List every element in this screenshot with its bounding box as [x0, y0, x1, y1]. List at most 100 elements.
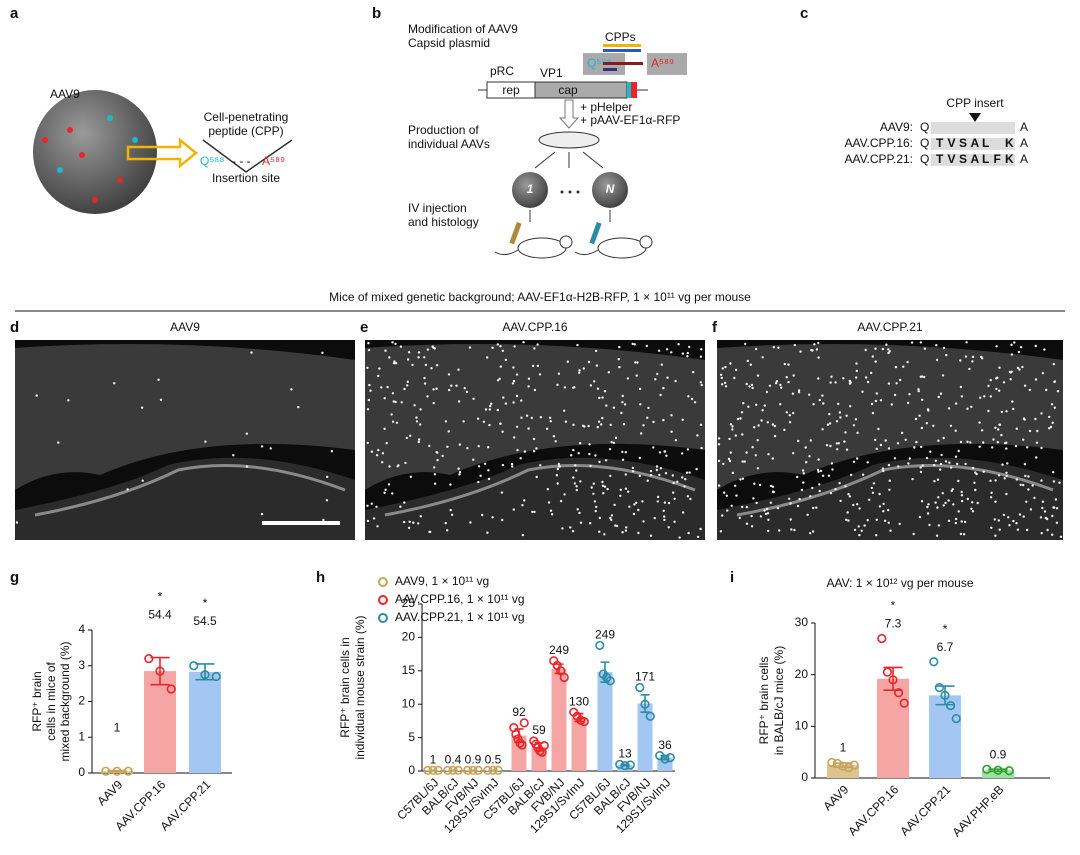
cell-dot — [413, 404, 416, 407]
cell-dot — [906, 360, 909, 364]
cell-dot — [897, 465, 900, 468]
panel-label: f — [712, 319, 718, 336]
cell-dot — [415, 420, 419, 423]
cell-dot — [594, 454, 597, 457]
residue: T — [936, 152, 944, 166]
cell-dot — [400, 401, 403, 404]
cell-dot — [1005, 410, 1008, 413]
cell-dot — [937, 395, 940, 399]
cell-dot — [487, 469, 490, 472]
cell-dot — [573, 482, 576, 485]
cell-dot — [826, 423, 830, 426]
cell-dot — [942, 504, 945, 507]
cell-dot — [990, 526, 993, 529]
cell-dot — [997, 519, 1000, 522]
cell-dot — [458, 443, 462, 446]
cell-dot — [403, 387, 406, 391]
cell-dot — [417, 440, 420, 444]
cell-dot — [683, 485, 686, 488]
cell-dot — [813, 343, 816, 346]
legend-marker — [378, 595, 388, 605]
cell-dot — [649, 469, 653, 473]
cell-dot — [802, 472, 805, 475]
cell-dot — [496, 408, 499, 412]
cell-dot — [417, 356, 420, 359]
cell-dot — [808, 455, 811, 458]
cell-dot — [887, 508, 890, 512]
cell-dot — [801, 469, 805, 472]
cell-dot — [532, 450, 536, 453]
cell-dot — [755, 501, 758, 505]
cell-dot — [919, 466, 922, 469]
cell-dot — [432, 401, 435, 405]
cell-dot — [637, 531, 640, 535]
cell-dot — [721, 367, 724, 370]
data-point — [849, 760, 859, 770]
fold-label: 0.4 — [445, 752, 462, 766]
fold-label: 0.5 — [485, 752, 502, 766]
cell-dot — [960, 395, 964, 398]
cell-dot — [898, 378, 902, 382]
cell-dot — [811, 530, 815, 533]
cell-dot — [744, 342, 747, 346]
cell-dot — [673, 520, 676, 523]
cell-dot — [780, 386, 783, 389]
cell-dot — [798, 497, 801, 501]
cell-dot — [717, 443, 721, 446]
cell-dot — [1029, 508, 1033, 511]
cell-dot — [250, 351, 253, 354]
cell-dot — [404, 461, 407, 465]
cell-dot — [980, 429, 984, 432]
cell-dot — [754, 347, 758, 351]
cell-dot — [450, 513, 454, 516]
cell-dot — [539, 416, 543, 419]
cell-dot — [530, 416, 533, 420]
cell-dot — [479, 474, 482, 477]
cell-dot — [368, 383, 371, 387]
cell-dot — [656, 495, 660, 499]
cell-dot — [887, 463, 891, 467]
cell-dot — [733, 376, 736, 380]
cell-dot — [589, 522, 592, 525]
cell-dot — [561, 527, 564, 530]
y-tick-label: 25 — [402, 596, 416, 610]
cell-dot — [458, 471, 462, 474]
cell-dot — [772, 490, 775, 494]
cell-dot — [557, 372, 561, 375]
cell-dot — [1005, 471, 1008, 474]
cell-dot — [779, 403, 782, 406]
cell-dot — [957, 449, 960, 453]
cell-dot — [939, 462, 943, 466]
cell-dot — [717, 484, 721, 487]
data-point — [166, 684, 176, 694]
cell-dot — [619, 488, 622, 491]
cell-dot — [375, 505, 378, 508]
cell-dot — [499, 365, 502, 368]
cell-dot — [856, 457, 859, 460]
significance: * — [203, 596, 208, 610]
cell-dot — [618, 345, 621, 349]
cell-dot — [871, 411, 875, 415]
cell-dot — [944, 501, 947, 505]
cell-dot — [971, 360, 974, 363]
cell-dot — [845, 414, 848, 417]
cell-dot — [662, 418, 665, 422]
cell-dot — [681, 352, 685, 355]
cell-dot — [831, 468, 834, 471]
cell-dot — [785, 376, 788, 379]
cell-dot — [652, 446, 655, 449]
cell-dot — [885, 343, 888, 346]
cell-dot — [935, 534, 939, 537]
cell-dot — [818, 398, 821, 402]
cell-dot — [1012, 519, 1015, 523]
cell-dot — [723, 381, 727, 385]
cell-dot — [925, 456, 929, 460]
cell-dot — [631, 466, 635, 470]
y-tick-label: 10 — [402, 696, 416, 710]
cell-dot — [655, 468, 659, 472]
cell-dot — [672, 481, 675, 485]
cell-dot — [686, 355, 689, 358]
cell-dot — [830, 462, 834, 465]
syringe — [589, 221, 602, 245]
cell-dot — [723, 491, 726, 494]
